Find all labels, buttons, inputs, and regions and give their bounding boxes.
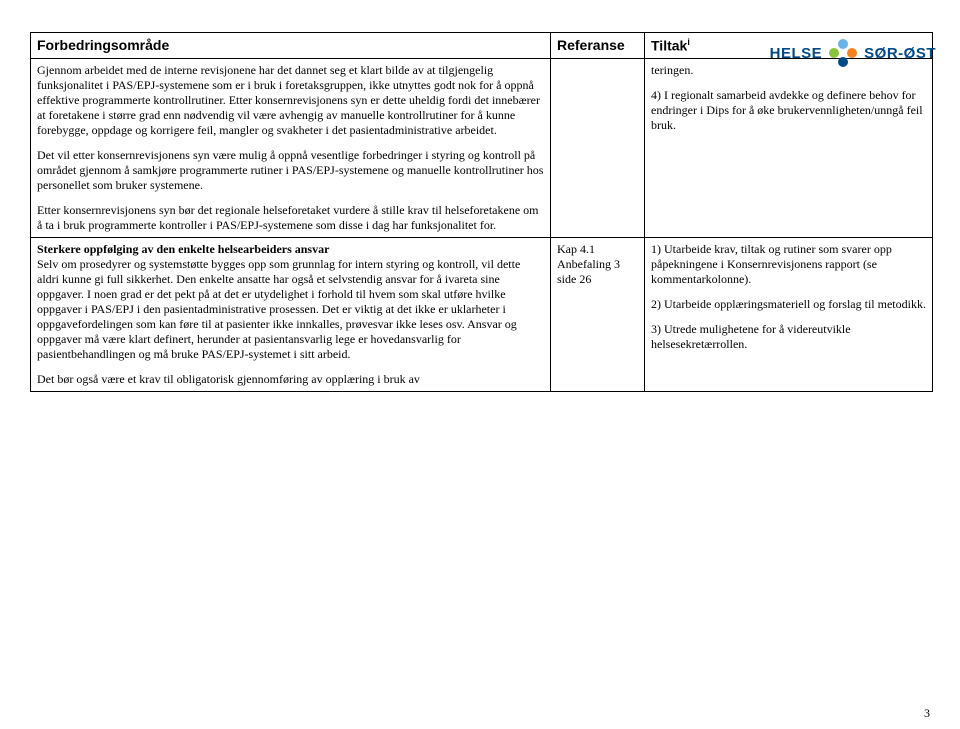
cell-improvement-area-1: Gjennom arbeidet med de interne revisjon… <box>31 58 551 237</box>
section-title: Sterkere oppfølging av den enkelte helse… <box>37 242 329 256</box>
brand-logo: HELSE SØR-ØST <box>770 38 936 68</box>
logo-right-text: SØR-ØST <box>864 45 936 62</box>
body-text: Det vil etter konsernrevisjonens syn vær… <box>37 148 544 193</box>
logo-figure-icon <box>828 38 858 68</box>
logo-left-text: HELSE <box>770 45 823 62</box>
header-forbedringsomrade: Forbedringsområde <box>31 33 551 59</box>
cell-reference-1 <box>551 58 645 237</box>
cell-tiltak-2: 1) Utarbeide krav, tiltak og rutiner som… <box>645 237 933 391</box>
body-text: Gjennom arbeidet med de interne revisjon… <box>37 63 544 138</box>
body-text: 4) I regionalt samarbeid avdekke og defi… <box>651 88 926 133</box>
body-text: Selv om prosedyrer og systemstøtte bygge… <box>37 257 520 361</box>
body-text: 2) Utarbeide opplæringsmateriell og fors… <box>651 297 926 312</box>
table-row: Gjennom arbeidet med de interne revisjon… <box>31 58 933 237</box>
table-row: Sterkere oppfølging av den enkelte helse… <box>31 237 933 391</box>
content-table: Forbedringsområde Referanse Tiltaki Gjen… <box>30 32 933 392</box>
body-text: 1) Utarbeide krav, tiltak og rutiner som… <box>651 242 926 287</box>
cell-improvement-area-2: Sterkere oppfølging av den enkelte helse… <box>31 237 551 391</box>
body-text: Det bør også være et krav til obligatori… <box>37 372 544 387</box>
body-text: Etter konsernrevisjonens syn bør det reg… <box>37 203 544 233</box>
header-referanse: Referanse <box>551 33 645 59</box>
cell-reference-2: Kap 4.1 Anbefaling 3 side 26 <box>551 237 645 391</box>
body-text: 3) Utrede mulighetene for å videreutvikl… <box>651 322 926 352</box>
page-number: 3 <box>924 706 930 721</box>
cell-tiltak-1: teringen. 4) I regionalt samarbeid avdek… <box>645 58 933 237</box>
